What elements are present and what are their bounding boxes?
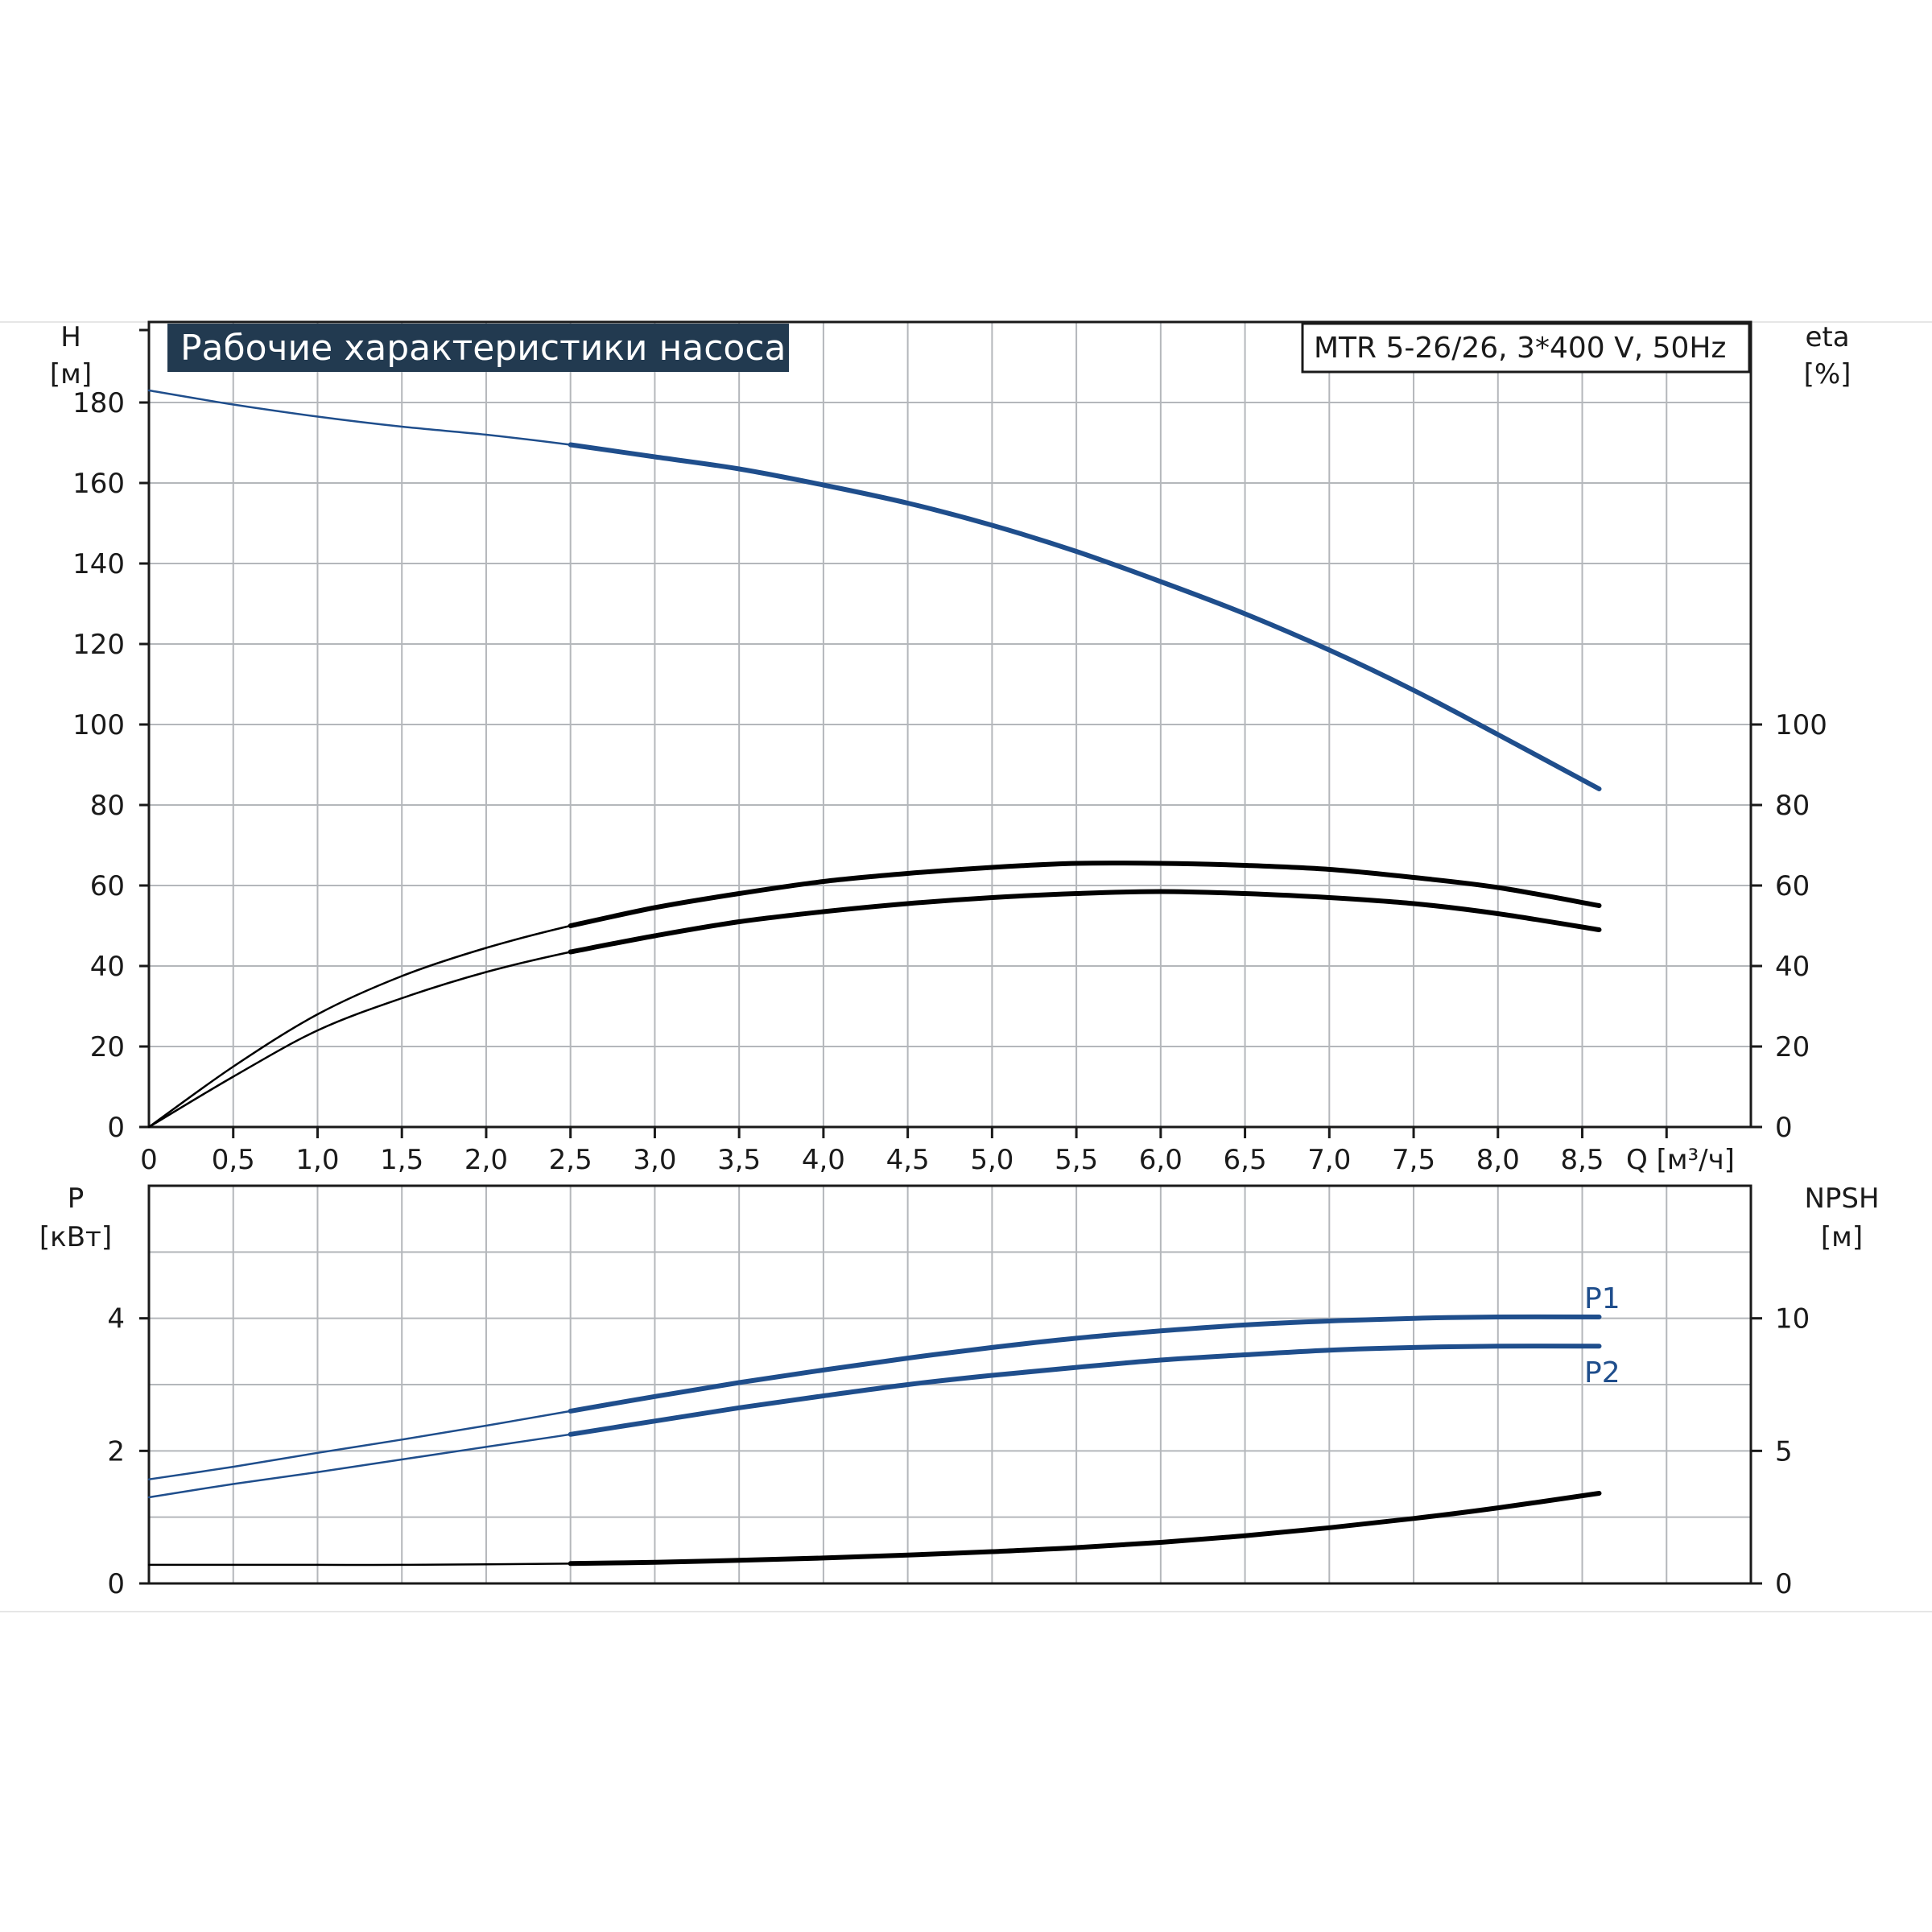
- y-tick-label-left: 160: [72, 468, 125, 500]
- y-tick-label-left: 80: [90, 790, 125, 822]
- p1-curve-line: [147, 1315, 1600, 1480]
- y-tick-label-left: 40: [90, 951, 125, 983]
- power-ticks: [139, 1317, 1762, 1585]
- y-axis-unit-power: [кВт]: [39, 1221, 112, 1253]
- x-tick-label: 5,5: [1055, 1144, 1098, 1176]
- performance-tick-labels: 0 20 40 60 80 100 120 140 160 180 0 20 40 60 80 100 0 0,5…: [72, 387, 1827, 1176]
- y-axis-label-npsh: NPSH: [1804, 1183, 1879, 1215]
- x-tick-label: 3,5: [717, 1144, 761, 1176]
- x-tick-label: 8,5: [1560, 1144, 1604, 1176]
- y-tick-label-right: 40: [1775, 951, 1810, 983]
- head-curve-line: [147, 389, 1600, 791]
- y-axis-label-eta: eta: [1805, 321, 1849, 353]
- x-tick-label: 1,0: [295, 1144, 339, 1176]
- x-tick-label: 0: [140, 1144, 158, 1176]
- x-tick-label: 3,0: [633, 1144, 676, 1176]
- x-tick-label: 7,5: [1392, 1144, 1435, 1176]
- y-tick-label-right: 5: [1775, 1435, 1793, 1468]
- y-tick-label-right: 10: [1775, 1303, 1810, 1335]
- x-tick-label: 4,5: [886, 1144, 930, 1176]
- y-axis-unit-eta: [%]: [1804, 358, 1852, 390]
- y-tick-label-right: 0: [1775, 1568, 1793, 1600]
- performance-ticks: [139, 328, 1762, 1138]
- y-axis-label-head: H: [60, 321, 81, 353]
- power-frame: [147, 1184, 1752, 1585]
- y-tick-label-left: 20: [90, 1031, 125, 1063]
- y-tick-label-left: 0: [107, 1112, 125, 1144]
- performance-series: [147, 389, 1602, 1129]
- head-curve-line-range: [568, 442, 1602, 791]
- y-tick-label-left: 0: [107, 1568, 125, 1600]
- y-tick-label-left: 120: [72, 629, 125, 661]
- efficiency-curve-upper: [147, 861, 1602, 1129]
- y-tick-label-left: 100: [72, 709, 125, 741]
- p2-curve-line: [147, 1344, 1600, 1499]
- x-tick-label: 0,5: [212, 1144, 255, 1176]
- efficiency-curve-lower-line: [147, 890, 1600, 1129]
- y-axis-unit-head: [м]: [50, 358, 92, 390]
- y-tick-label-right: 20: [1775, 1031, 1810, 1063]
- series-label-p1: P1: [1584, 1282, 1620, 1315]
- y-tick-label-right: 60: [1775, 870, 1810, 902]
- y-tick-label-left: 2: [107, 1435, 125, 1468]
- y-axis-unit-npsh: [м]: [1821, 1221, 1863, 1253]
- x-tick-label: 8,0: [1476, 1144, 1520, 1176]
- y-tick-label-left: 4: [107, 1303, 125, 1335]
- chart-title: Рабочие характеристики насоса: [180, 328, 786, 369]
- power-grid: [149, 1186, 1751, 1583]
- p1-curve-line-range: [568, 1314, 1602, 1414]
- head-curve: [147, 389, 1602, 791]
- y-tick-label-left: 60: [90, 870, 125, 902]
- model-box: [1301, 322, 1751, 374]
- p2-curve-line-range: [568, 1344, 1602, 1437]
- x-tick-label: 5,0: [970, 1144, 1013, 1176]
- x-tick-label: 6,0: [1139, 1144, 1183, 1176]
- x-tick-label: 1,5: [380, 1144, 423, 1176]
- y-tick-label-left: 180: [72, 387, 125, 419]
- power-series: [147, 1314, 1602, 1567]
- title-box: [167, 324, 789, 372]
- y-tick-label-right: 0: [1775, 1112, 1793, 1144]
- npsh-curve: [147, 1491, 1602, 1567]
- x-tick-label: 7,0: [1307, 1144, 1351, 1176]
- x-tick-label: 6,5: [1224, 1144, 1267, 1176]
- p2-curve: [147, 1344, 1602, 1499]
- efficiency-curve-lower-line-range: [568, 889, 1602, 955]
- y-tick-label-right: 100: [1775, 709, 1827, 741]
- power-tick-labels: 0 2 4 0 5 10: [107, 1303, 1810, 1600]
- x-tick-label: 2,5: [549, 1144, 592, 1176]
- performance-grid: [149, 322, 1751, 1127]
- efficiency-curve-lower: [147, 889, 1602, 1129]
- x-axis-label: Q [м³/ч]: [1626, 1144, 1735, 1176]
- y-axis-label-power: P: [68, 1183, 85, 1215]
- y-tick-label-left: 140: [72, 548, 125, 580]
- y-tick-label-right: 80: [1775, 790, 1810, 822]
- model-label: MTR 5-26/26, 3*400 V, 50Hz: [1314, 332, 1726, 365]
- x-tick-label: 2,0: [464, 1144, 508, 1176]
- efficiency-curve-upper-line-range: [568, 861, 1602, 928]
- series-label-p2: P2: [1584, 1356, 1620, 1389]
- npsh-curve-line-range: [568, 1491, 1602, 1567]
- p1-curve: [147, 1314, 1602, 1480]
- x-tick-label: 4,0: [802, 1144, 845, 1176]
